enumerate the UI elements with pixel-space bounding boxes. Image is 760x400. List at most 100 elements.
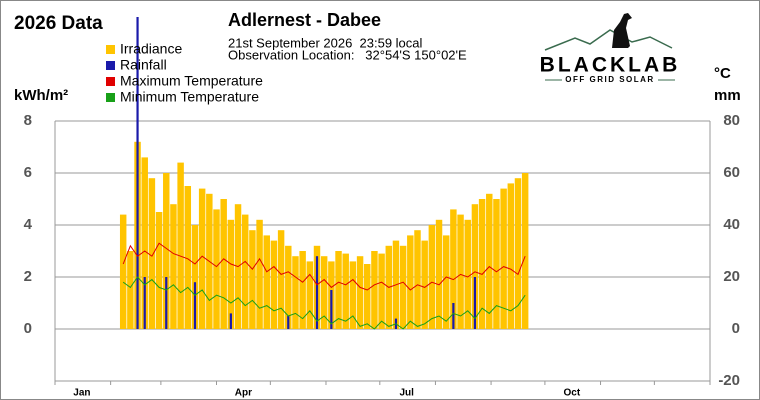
logo: BLACKLAB OFF GRID SOLAR [540,13,681,84]
y2-axis-label-secondary: mm [714,87,741,104]
irradiance-bar [241,214,249,329]
irradiance-bar [428,225,436,329]
date-text: 21st September 2026 23:59 local [228,35,423,50]
legend-label: Minimum Temperature [120,89,259,105]
irradiance-bar [435,219,443,329]
rainfall-bar [452,303,455,329]
irradiance-bar [213,209,220,329]
x-tick-label: Apr [235,388,252,399]
irradiance-bar [514,178,522,329]
irradiance-bar [457,214,464,329]
irradiance-bar [256,219,263,329]
irradiance-bar [141,157,148,329]
legend-label: Irradiance [120,41,182,57]
irradiance-bar [364,264,371,329]
x-tick-label: Jan [73,388,90,399]
irradiance-bar [335,251,342,329]
irradiance-bar [306,261,314,329]
irradiance-bar [184,186,192,329]
irradiance-bar [170,204,177,329]
irradiance-bar [285,245,292,329]
irradiance-bar [177,162,184,329]
rainfall-bar [143,277,146,329]
irradiance-bar [263,235,270,329]
rainfall-bar [165,277,168,329]
irradiance-bar [471,204,479,329]
logo-name: BLACKLAB [540,54,681,77]
temperature-line [122,242,526,291]
rainfall-bar [229,313,232,329]
y-tick-label: 2 [24,268,32,285]
irradiance-bar [464,219,471,329]
irradiance-bar [521,173,529,329]
y2-tick-label: 40 [723,216,740,233]
irradiance-bar [163,173,170,329]
rainfall-bar [287,316,290,329]
irradiance-bar [227,219,235,329]
irradiance-bar [450,209,457,329]
logo-tagline: OFF GRID SOLAR [565,75,654,84]
irradiance-bar [407,235,414,329]
y2-axis-label: °C [714,65,731,82]
irradiance-bar [414,230,421,329]
location-text: Observation Location: 32°54'S 150°02'E [228,47,467,62]
y2-tick-label: 0 [732,320,740,337]
irradiance-bar [220,199,227,329]
irradiance-bar [277,230,285,329]
legend-label: Maximum Temperature [120,73,263,89]
y2-tick-label: -20 [718,372,740,389]
y2-tick-label: 20 [723,268,740,285]
chart-title: 2026 Data [14,13,103,34]
legend-swatch [106,77,115,86]
irradiance-bar [478,199,486,329]
irradiance-bar [155,212,163,329]
y-tick-label: 0 [24,320,32,337]
x-tick-label: Jul [399,388,414,399]
rainfall-bar [330,290,333,329]
y-axis-label: kWh/m² [14,87,68,104]
irradiance-bar [507,183,515,329]
y-tick-label: 4 [24,216,33,233]
rainfall-bar [193,282,197,329]
irradiance-bar [371,251,378,329]
irradiance-bar [299,251,306,329]
y-tick-label: 6 [24,164,32,181]
irradiance-bar [349,261,357,329]
irradiance-bar [378,253,385,329]
irradiance-bar [442,235,450,329]
irradiance-bar [198,188,206,329]
plot-area [119,17,529,330]
irradiance-bar [493,199,500,329]
y-tick-label: 8 [24,112,32,129]
irradiance-bar [342,253,349,329]
irradiance-bar [249,230,256,329]
legend-swatch [106,93,115,102]
station-name: Adlernest - Dabee [228,10,381,30]
irradiance-bar [356,256,364,329]
logo-dog [612,13,632,48]
irradiance-bar [191,225,199,329]
irradiance-bar [148,178,156,329]
irradiance-bar [399,245,407,329]
legend-swatch [106,61,115,70]
temperature-line [122,276,526,330]
rainfall-bar [315,256,319,329]
x-tick-label: Oct [563,388,580,399]
legend-swatch [106,45,115,54]
irradiance-bar [500,188,507,329]
logo-mountains [544,29,673,51]
irradiance-bar [127,251,134,329]
irradiance-bar [292,256,299,329]
y2-tick-label: 60 [723,164,740,181]
irradiance-bar [421,240,428,329]
irradiance-bar [486,193,493,329]
irradiance-bar [119,214,127,329]
rainfall-bar [136,17,139,329]
legend-label: Rainfall [120,57,167,73]
irradiance-bar [320,256,328,329]
rainfall-bar [473,277,477,329]
irradiance-bar [270,240,278,329]
y2-tick-label: 80 [723,112,740,129]
